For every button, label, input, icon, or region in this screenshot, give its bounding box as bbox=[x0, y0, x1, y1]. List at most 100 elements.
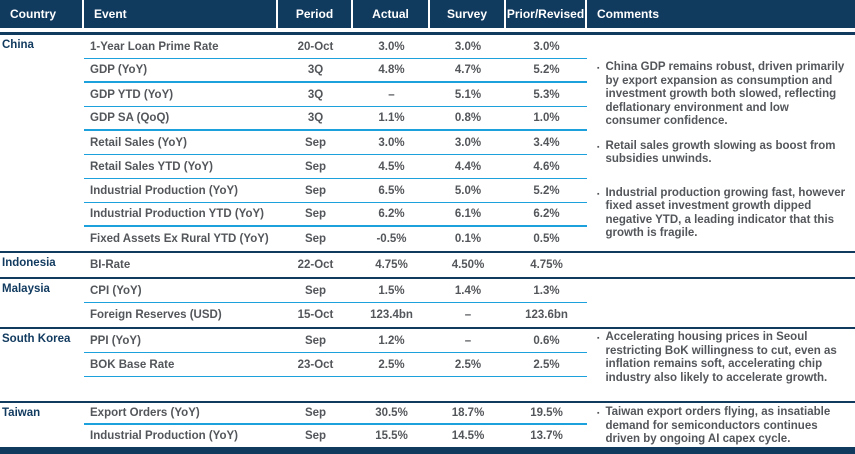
table-header: Country Event Period Actual Survey Prior… bbox=[0, 0, 855, 28]
period-cell: 22-Oct bbox=[297, 259, 334, 271]
period-cell: Sep bbox=[304, 334, 327, 347]
period-cell: Sep bbox=[304, 184, 327, 197]
country-label: Indonesia bbox=[2, 257, 56, 269]
country-column: South Korea bbox=[0, 329, 84, 401]
survey-cell: 0.1% bbox=[454, 233, 482, 245]
comment-text: Industrial production growing fast, howe… bbox=[605, 186, 846, 240]
event-cell: GDP YTD (YoY) bbox=[90, 88, 174, 101]
event-cell: BOK Base Rate bbox=[90, 358, 175, 371]
survey-cell: – bbox=[464, 334, 472, 347]
table-row: GDP SA (QoQ) 3Q 1.1% 0.8% 1.0% bbox=[84, 107, 587, 131]
actual-cell: -0.5% bbox=[376, 233, 407, 245]
prior-cell: 2.5% bbox=[533, 358, 560, 371]
table-row: Export Orders (YoY) Sep 30.5% 18.7% 19.5% bbox=[84, 403, 587, 425]
comment-item: ▪ Accelerating housing prices in Seoul re… bbox=[597, 331, 847, 385]
actual-cell: 6.2% bbox=[378, 208, 405, 220]
survey-cell: 3.0% bbox=[454, 40, 482, 53]
event-cell: Industrial Production (YoY) bbox=[90, 430, 239, 442]
event-cell: Retail Sales YTD (YoY) bbox=[90, 160, 213, 173]
actual-cell: 30.5% bbox=[375, 407, 408, 419]
event-cell: GDP SA (QoQ) bbox=[90, 112, 170, 124]
survey-cell: 4.7% bbox=[454, 64, 482, 76]
period-cell: 3Q bbox=[307, 112, 324, 124]
bullet-icon: ▪ bbox=[597, 143, 600, 151]
section-spacer bbox=[84, 377, 587, 401]
table-body: China 1-Year Loan Prime Rate 20-Oct 3.0% 3.0… bbox=[0, 32, 855, 447]
actual-cell: 1.5% bbox=[378, 284, 405, 297]
country-label: South Korea bbox=[2, 333, 71, 345]
period-cell: 15-Oct bbox=[297, 309, 334, 321]
prior-cell: 5.2% bbox=[533, 64, 560, 76]
survey-cell: 14.5% bbox=[451, 430, 485, 442]
actual-cell: 1.1% bbox=[378, 112, 405, 124]
period-cell: Sep bbox=[304, 136, 327, 149]
event-cell: Industrial Production (YoY) bbox=[90, 184, 239, 197]
actual-cell: 123.4bn bbox=[370, 309, 413, 321]
period-cell: 3Q bbox=[307, 88, 324, 101]
rows-column: BI-Rate 22-Oct 4.75% 4.50% 4.75% bbox=[84, 253, 587, 277]
survey-cell: 2.5% bbox=[454, 358, 482, 371]
comments-column: ▪ Accelerating housing prices in Seoul re… bbox=[587, 329, 855, 401]
event-cell: PPI (YoY) bbox=[90, 334, 141, 347]
table-row: PPI (YoY) Sep 1.2% – 0.6% bbox=[84, 329, 587, 353]
comments-column bbox=[587, 253, 855, 277]
country-section-south-korea: South Korea PPI (YoY) Sep 1.2% – 0.6% BOK Base… bbox=[0, 329, 855, 403]
comments-column: ▪ China GDP remains robust, driven primar… bbox=[587, 35, 855, 251]
prior-cell: 13.7% bbox=[530, 430, 563, 442]
country-column: Indonesia bbox=[0, 253, 84, 277]
survey-cell: 5.1% bbox=[454, 88, 482, 101]
actual-cell: 15.5% bbox=[375, 430, 408, 442]
table-row: CPI (YoY) Sep 1.5% 1.4% 1.3% bbox=[84, 279, 587, 303]
survey-cell: 6.1% bbox=[454, 208, 482, 220]
table-row: Fixed Assets Ex Rural YTD (YoY) Sep -0.5% 0… bbox=[84, 227, 587, 251]
comment-text: Accelerating housing prices in Seoul res… bbox=[605, 331, 837, 384]
event-cell: 1-Year Loan Prime Rate bbox=[90, 40, 219, 53]
comment-text: Retail sales growth slowing as boost fro… bbox=[605, 139, 836, 166]
country-section-china: China 1-Year Loan Prime Rate 20-Oct 3.0% 3.0… bbox=[0, 35, 855, 253]
actual-cell: 6.5% bbox=[378, 184, 405, 197]
prior-cell: 0.5% bbox=[533, 233, 560, 245]
rows-column: 1-Year Loan Prime Rate 20-Oct 3.0% 3.0% 3.0%… bbox=[84, 35, 587, 251]
table-row: Industrial Production (YoY) Sep 6.5% 5.0% 5.… bbox=[84, 179, 587, 203]
survey-cell: 5.0% bbox=[454, 184, 482, 197]
comment-item: ▪ Industrial production growing fast, how… bbox=[597, 187, 847, 241]
period-cell: Sep bbox=[304, 233, 327, 245]
prior-cell: 1.3% bbox=[533, 284, 560, 297]
column-header-period: Period bbox=[278, 0, 353, 28]
event-cell: CPI (YoY) bbox=[90, 284, 142, 297]
event-cell: Industrial Production YTD (YoY) bbox=[90, 208, 264, 220]
prior-cell: 1.0% bbox=[533, 112, 560, 124]
period-cell: 23-Oct bbox=[297, 358, 334, 371]
actual-cell: 4.75% bbox=[375, 259, 408, 271]
survey-cell: 1.4% bbox=[454, 284, 482, 297]
prior-cell: 19.5% bbox=[530, 407, 563, 419]
period-cell: Sep bbox=[304, 160, 327, 173]
country-section-taiwan: Taiwan Export Orders (YoY) Sep 30.5% 18.7% 19… bbox=[0, 403, 855, 447]
period-cell: 20-Oct bbox=[297, 40, 334, 53]
survey-cell: 3.0% bbox=[454, 136, 482, 149]
country-column: China bbox=[0, 35, 84, 251]
country-section-malaysia: Malaysia CPI (YoY) Sep 1.5% 1.4% 1.3% Foreign … bbox=[0, 279, 855, 329]
event-cell: GDP (YoY) bbox=[90, 64, 148, 76]
survey-cell: 4.50% bbox=[451, 259, 485, 271]
header-gap bbox=[0, 28, 855, 32]
bullet-icon: ▪ bbox=[597, 335, 600, 342]
comment-item: ▪ China GDP remains robust, driven primar… bbox=[597, 61, 847, 129]
event-cell: BI-Rate bbox=[90, 259, 131, 271]
prior-cell: 5.2% bbox=[533, 184, 560, 197]
rows-column: Export Orders (YoY) Sep 30.5% 18.7% 19.5% Ind… bbox=[84, 403, 587, 447]
period-cell: Sep bbox=[304, 284, 327, 297]
rows-column: PPI (YoY) Sep 1.2% – 0.6% BOK Base Rate 23-Oct… bbox=[84, 329, 587, 401]
actual-cell: – bbox=[388, 88, 395, 101]
table-row: Retail Sales YTD (YoY) Sep 4.5% 4.4% 4.6% bbox=[84, 155, 587, 179]
country-label: China bbox=[2, 39, 34, 51]
period-cell: 3Q bbox=[307, 64, 324, 76]
table-row: BI-Rate 22-Oct 4.75% 4.50% 4.75% bbox=[84, 253, 587, 277]
country-column: Taiwan bbox=[0, 403, 84, 447]
column-header-event: Event bbox=[84, 0, 278, 28]
bullet-icon: ▪ bbox=[597, 190, 600, 198]
prior-cell: 6.2% bbox=[533, 208, 560, 220]
bottom-border-bar bbox=[0, 447, 855, 454]
comments-column: ▪ Taiwan export orders flying, as insatia… bbox=[587, 403, 855, 447]
period-cell: Sep bbox=[304, 407, 327, 419]
